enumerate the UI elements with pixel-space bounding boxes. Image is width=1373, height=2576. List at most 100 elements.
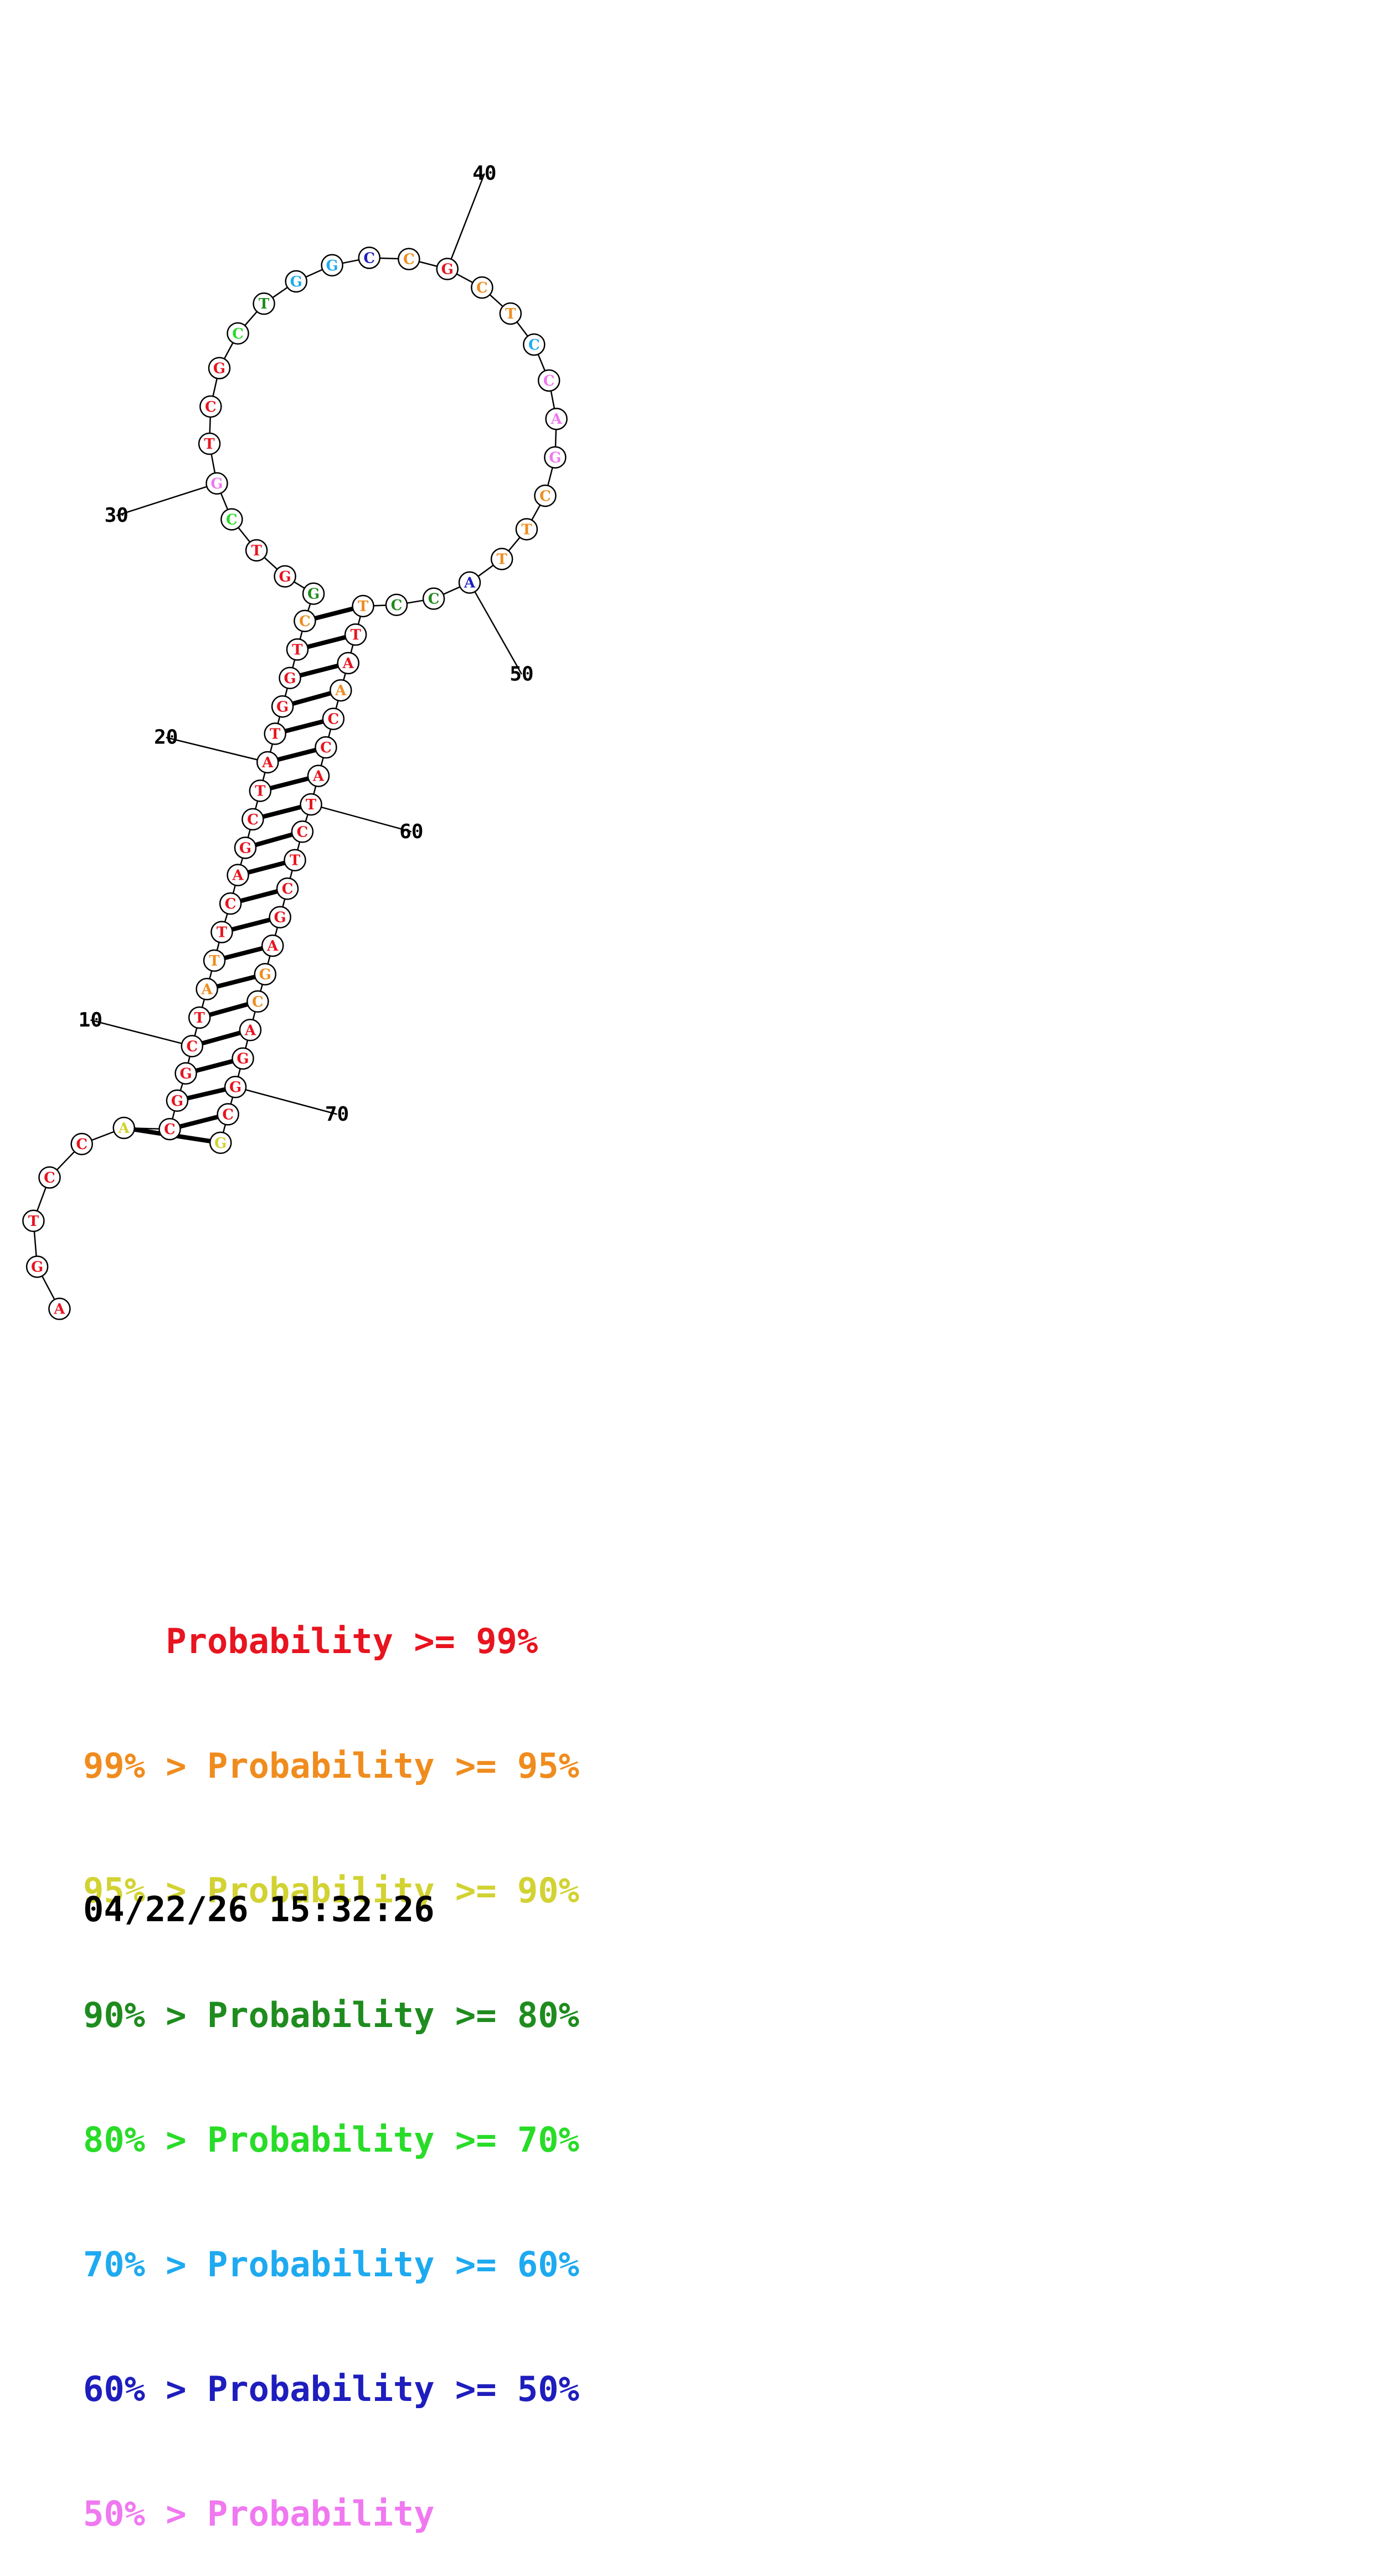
nucleotide-29: C	[220, 508, 243, 531]
nucleotide-circle	[523, 333, 546, 356]
nucleotide-letter: T	[496, 551, 507, 568]
nucleotide-circle	[271, 695, 294, 718]
nucleotide-circle	[196, 978, 218, 1000]
nucleotide-34: C	[227, 322, 249, 345]
nucleotide-circle	[209, 1131, 232, 1154]
nucleotide-circle	[219, 892, 242, 915]
nucleotide-circle	[158, 1117, 181, 1141]
nucleotide-letter: T	[194, 1010, 205, 1027]
nucleotide-2: G	[25, 1255, 49, 1278]
nucleotide-circle	[205, 472, 228, 495]
nucleotide-51: C	[422, 587, 445, 610]
nucleotide-circle	[253, 292, 275, 315]
nucleotide-letter: C	[226, 511, 238, 528]
legend-entry-99: Probability >= 99%	[83, 1621, 538, 1661]
nucleotide-letter: A	[312, 768, 325, 785]
nucleotide-circle	[285, 270, 307, 293]
nucleotide-letter: T	[358, 598, 369, 615]
legend-entry-70: 80% > Probability >= 70%	[83, 2120, 579, 2160]
nucleotide-circle	[210, 921, 233, 943]
nucleotide-circle	[246, 990, 269, 1013]
nucleotide-54: T	[344, 623, 367, 646]
position-label-line	[235, 1086, 337, 1115]
nucleotide-4: C	[38, 1166, 61, 1189]
nucleotide-circle	[490, 547, 513, 571]
nucleotide-letter: C	[363, 250, 375, 266]
nucleotide-circle	[38, 1166, 61, 1189]
nucleotide-letter: A	[232, 868, 244, 884]
nucleotide-letter: C	[543, 373, 555, 389]
nucleotide-letter: C	[299, 613, 311, 630]
nucleotide-letter: T	[259, 296, 270, 312]
nucleotide-letter: A	[53, 1301, 65, 1318]
nucleotide-circle	[307, 764, 330, 787]
nucleotide-52: C	[385, 593, 408, 617]
nucleotide-44: C	[537, 369, 560, 392]
nucleotide-letter: A	[201, 981, 213, 998]
nucleotide-56: A	[330, 679, 352, 702]
nucleotide-circle	[337, 651, 359, 675]
nucleotide-circle	[344, 623, 367, 646]
position-label-lines	[90, 173, 523, 1115]
nucleotide-circle	[217, 1103, 239, 1126]
nucleotide-circle	[284, 849, 306, 871]
nucleotide-circle	[515, 518, 538, 541]
nucleotide-circle	[70, 1132, 93, 1156]
nucleotide-15: C	[219, 892, 242, 915]
nucleotide-circle	[245, 539, 268, 562]
nucleotide-72: G	[209, 1131, 232, 1154]
nucleotide-37: G	[321, 254, 343, 277]
nucleotide-letter: T	[204, 436, 215, 453]
nucleotide-71: C	[217, 1103, 239, 1126]
nucleotide-circle	[534, 484, 557, 507]
nucleotide-circle	[499, 302, 522, 325]
nucleotide-3: T	[22, 1209, 45, 1233]
position-labels: 10 20 30 40 50 60 70	[79, 162, 534, 1126]
nucleotide-letter: G	[307, 586, 320, 603]
nucleotide-circle	[322, 707, 345, 730]
nucleotide-letter: C	[539, 488, 551, 505]
legend-entry-80: 90% > Probability >= 80%	[83, 1995, 579, 2035]
nucleotide-68: A	[239, 1018, 262, 1041]
nucleotide-letter: A	[464, 575, 476, 592]
nucleotide-letter: G	[274, 910, 286, 926]
nucleotide-63: C	[276, 877, 299, 900]
nucleotide-circle	[25, 1255, 49, 1278]
nucleotide-8: G	[166, 1089, 189, 1112]
nucleotide-letter: T	[28, 1213, 39, 1230]
nucleotide-40: G	[436, 258, 459, 280]
nucleotide-circle	[385, 593, 408, 617]
nucleotide-letter: T	[217, 924, 228, 941]
nucleotide-letter: C	[403, 252, 415, 268]
position-label-line	[446, 173, 485, 269]
nucleotide-circle	[300, 793, 322, 816]
position-label-70: 70	[325, 1103, 349, 1126]
nucleotide-circle	[545, 407, 568, 430]
nucleotide-letter: G	[214, 1135, 227, 1152]
nucleotide-35: T	[253, 292, 275, 315]
nucleotide-letter: C	[222, 1106, 234, 1123]
nucleotide-letter: G	[441, 261, 454, 278]
nucleotide-circle	[269, 906, 291, 928]
nucleotide-letter: G	[279, 568, 291, 585]
nucleotide-24: T	[286, 638, 309, 661]
nucleotide-65: A	[261, 934, 284, 957]
nucleotide-circle	[208, 357, 231, 379]
nucleotide-letter: C	[428, 591, 440, 608]
probability-legend: Probability >= 99% 99% > Probability >= …	[83, 1537, 579, 2576]
nucleotide-64: G	[269, 906, 291, 928]
nucleotide-39: C	[398, 248, 420, 270]
nucleotide-70: G	[224, 1075, 247, 1099]
position-label-30: 30	[105, 504, 128, 527]
nucleotide-26: G	[302, 582, 325, 605]
position-label-20: 20	[154, 726, 178, 749]
nucleotide-69: G	[232, 1047, 254, 1070]
nucleotide-67: C	[246, 990, 269, 1013]
nucleotide-circle	[261, 934, 284, 957]
nucleotide-13: T	[203, 949, 226, 972]
position-label-10: 10	[79, 1009, 102, 1032]
nucleotide-letter: C	[225, 896, 236, 912]
nucleotide-28: T	[245, 539, 268, 562]
nucleotide-letter: G	[236, 1051, 249, 1068]
nucleotide-letter: G	[229, 1079, 241, 1096]
